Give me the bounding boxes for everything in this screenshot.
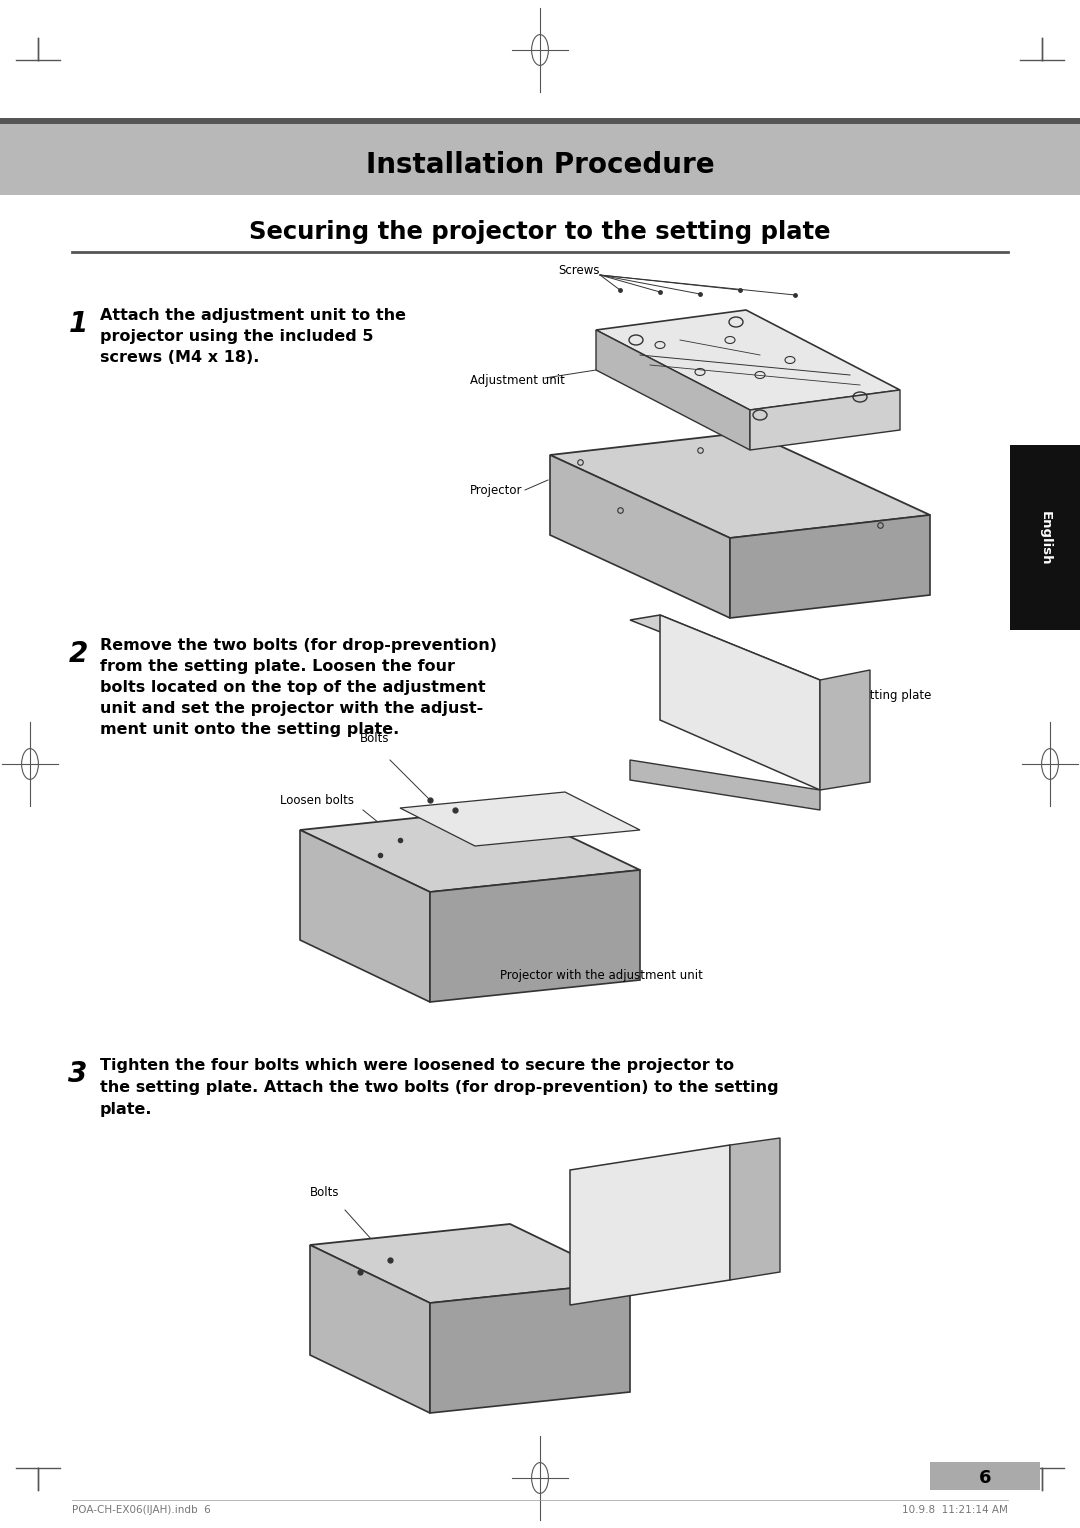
Polygon shape [820,669,870,790]
Polygon shape [300,830,430,1002]
Bar [0,118,1080,124]
Text: Remove the two bolts (for drop-prevention)
from the setting plate. Loosen the fo: Remove the two bolts (for drop-preventio… [100,639,497,736]
Polygon shape [596,310,900,410]
Polygon shape [730,515,930,617]
Polygon shape [550,455,730,617]
Polygon shape [550,432,930,538]
Polygon shape [430,869,640,1002]
Polygon shape [630,614,820,685]
Polygon shape [310,1245,430,1413]
Polygon shape [630,759,820,810]
Text: Loosen bolts: Loosen bolts [280,793,354,807]
Text: Bolts: Bolts [310,1187,339,1199]
Text: Projector: Projector [470,483,523,497]
Polygon shape [750,390,900,451]
Text: Tighten the four bolts which were loosened to secure the projector to
the settin: Tighten the four bolts which were loosen… [100,1057,779,1117]
Text: Securing the projector to the setting plate: Securing the projector to the setting pl… [249,220,831,244]
Text: 3: 3 [68,1060,87,1088]
Text: 2: 2 [68,640,87,668]
Polygon shape [730,1138,780,1280]
Text: POA-CH-EX06(IJAH).indb  6: POA-CH-EX06(IJAH).indb 6 [72,1505,211,1514]
Text: Setting plate: Setting plate [855,689,931,701]
Polygon shape [310,1224,630,1303]
Bar [1010,445,1080,630]
Text: 1: 1 [68,310,87,338]
Text: Installation Procedure: Installation Procedure [366,151,714,179]
Text: 6: 6 [978,1468,991,1487]
Polygon shape [660,614,820,790]
Text: Screws: Screws [558,263,599,277]
Bar [930,1462,1040,1490]
Polygon shape [430,1282,630,1413]
Text: Bolts: Bolts [360,732,390,744]
Polygon shape [596,330,750,451]
Polygon shape [400,792,640,847]
Text: Projector with the adjustment unit: Projector with the adjustment unit [500,969,703,981]
Text: 10.9.8  11:21:14 AM: 10.9.8 11:21:14 AM [902,1505,1008,1514]
Text: Attach the adjustment unit to the
projector using the included 5
screws (M4 x 18: Attach the adjustment unit to the projec… [100,309,406,365]
Bar [0,121,1080,196]
Polygon shape [300,808,640,892]
Polygon shape [570,1144,730,1305]
Text: Adjustment unit: Adjustment unit [470,373,565,387]
Text: English: English [1039,510,1052,565]
